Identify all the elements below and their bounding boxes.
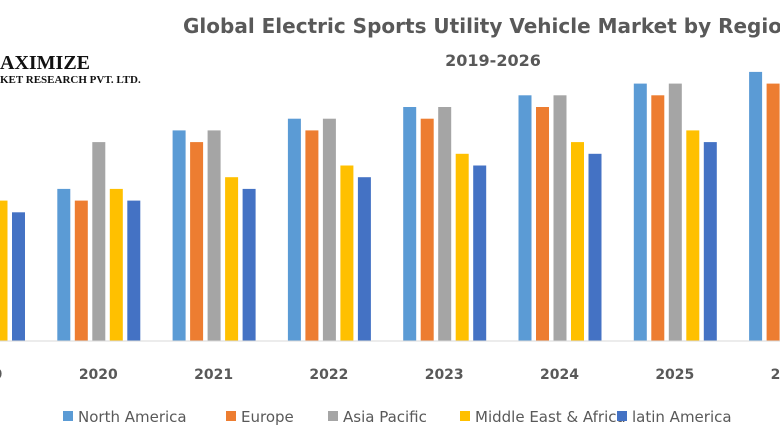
bar-2023-europe: [420, 118, 434, 341]
bar-2022-latin-america: [357, 177, 371, 341]
bars: [0, 71, 780, 342]
bar-2023-middle-east-africa: [455, 153, 469, 341]
legend-swatch: [226, 411, 236, 421]
x-tick-label: 2025: [655, 367, 694, 383]
chart-subtitle: 2019-2026: [445, 51, 541, 70]
x-tick-label: 2023: [425, 367, 464, 383]
bar-2019-latin-america: [12, 212, 25, 341]
bar-2021-europe: [190, 142, 204, 341]
legend-label: latin America: [632, 408, 732, 426]
x-tick-label: 2019: [0, 367, 2, 383]
legend-swatch: [617, 411, 627, 421]
x-tick-label: 2026: [771, 367, 780, 383]
bar-2019-middle-east-africa: [0, 200, 8, 341]
bar-2020-middle-east-africa: [109, 188, 123, 341]
bar-2024-middle-east-africa: [571, 142, 584, 341]
x-axis-ticks: 2019 2020 2021 2022 2023 2024 2025 2026: [0, 367, 780, 383]
logo-line2: KET RESEARCH PVT. LTD.: [0, 74, 141, 86]
bar-2025-asia-pacific: [668, 83, 682, 341]
legend-swatch: [460, 411, 470, 421]
bar-2023-north-america: [403, 107, 417, 341]
bar-2024-latin-america: [588, 153, 602, 341]
legend-item: North America: [63, 408, 187, 426]
legend-item: Europe: [226, 408, 294, 426]
legend-label: North America: [78, 408, 187, 426]
logo: AXIMIZE KET RESEARCH PVT. LTD.: [0, 52, 141, 86]
bar-2025-latin-america: [703, 142, 717, 341]
legend-swatch: [63, 411, 73, 421]
bar-2022-europe: [305, 130, 319, 341]
x-tick-label: 2020: [79, 367, 118, 383]
chart-title: Global Electric Sports Utility Vehicle M…: [183, 14, 780, 38]
bar-2020-asia-pacific: [92, 142, 106, 341]
bar-2020-latin-america: [127, 200, 141, 341]
bar-2025-middle-east-africa: [686, 130, 700, 341]
legend-label: Europe: [241, 408, 294, 426]
legend-label: Middle East & Africa: [475, 408, 626, 426]
bar-2021-asia-pacific: [207, 130, 221, 341]
legend-item: Asia Pacific: [328, 408, 427, 426]
legend: North America Europe Asia Pacific Middle Ea…: [63, 408, 732, 426]
bar-2021-latin-america: [242, 188, 256, 341]
bar-2026-europe: [766, 83, 780, 341]
bar-2025-north-america: [633, 83, 647, 341]
bar-2022-middle-east-africa: [340, 165, 354, 341]
bar-2022-north-america: [287, 118, 301, 341]
bar-2025-europe: [651, 95, 665, 341]
bar-2026-north-america: [749, 71, 763, 342]
x-tick-label: 2021: [194, 367, 233, 383]
logo-line1: AXIMIZE: [0, 52, 90, 74]
bar-2020-north-america: [57, 188, 71, 341]
legend-label: Asia Pacific: [343, 408, 427, 426]
bar-2023-asia-pacific: [438, 107, 452, 341]
bar-2020-europe: [74, 200, 88, 341]
bar-2021-north-america: [172, 130, 186, 341]
legend-item: latin America: [617, 408, 732, 426]
bar-2023-latin-america: [473, 165, 487, 341]
bar-2021-middle-east-africa: [225, 177, 239, 341]
bar-2022-asia-pacific: [322, 118, 336, 341]
legend-swatch: [328, 411, 338, 421]
bar-2024-asia-pacific: [553, 95, 567, 341]
bar-2024-north-america: [518, 95, 532, 341]
legend-item: Middle East & Africa: [460, 408, 626, 426]
bar-2024-europe: [536, 107, 549, 341]
x-tick-label: 2024: [540, 367, 579, 383]
x-tick-label: 2022: [309, 367, 348, 383]
